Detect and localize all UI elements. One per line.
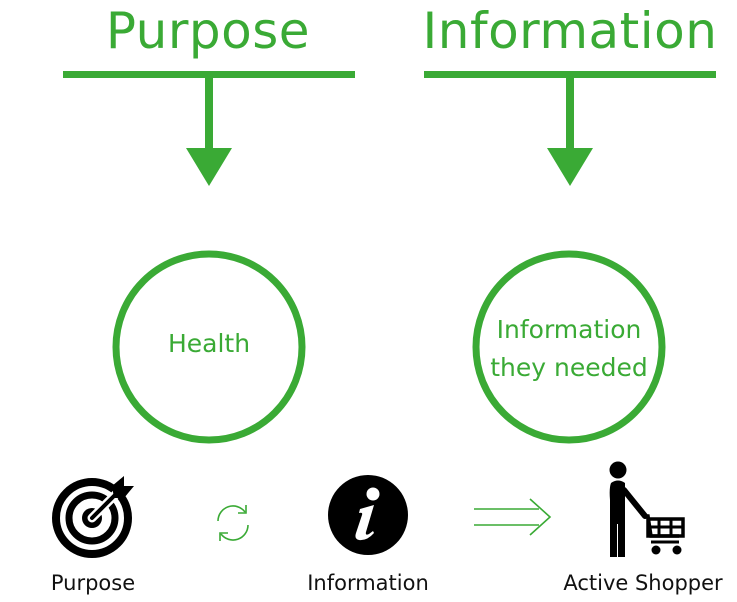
down-arrow-purpose [186,148,232,186]
caption-purpose: Purpose [50,571,136,595]
shopper-cart-icon [609,461,685,557]
heading-information: Information [422,2,718,60]
arrow-shaft-information [566,78,574,148]
arrow-shaft-purpose [205,78,213,148]
circle-text-line: Health [167,329,251,358]
circle-health [112,250,306,444]
caption-active-shopper: Active Shopper [563,571,723,595]
cycle-icon [217,505,249,541]
heading-underline-information [424,71,716,78]
heading-underline-purpose [63,71,355,78]
down-arrow-information [547,148,593,186]
caption-information: Information [307,571,429,595]
target-icon [52,476,134,558]
heading-purpose: Purpose [105,2,311,60]
info-icon [328,475,408,555]
circle-text-line: they needed [490,353,648,382]
circle-label-health: Health [129,325,289,363]
circle-text-line: Information [496,315,642,344]
double-arrow-icon [474,498,552,536]
circle-information-needed [472,250,666,444]
circle-label-information-needed: Information they needed [479,311,659,387]
